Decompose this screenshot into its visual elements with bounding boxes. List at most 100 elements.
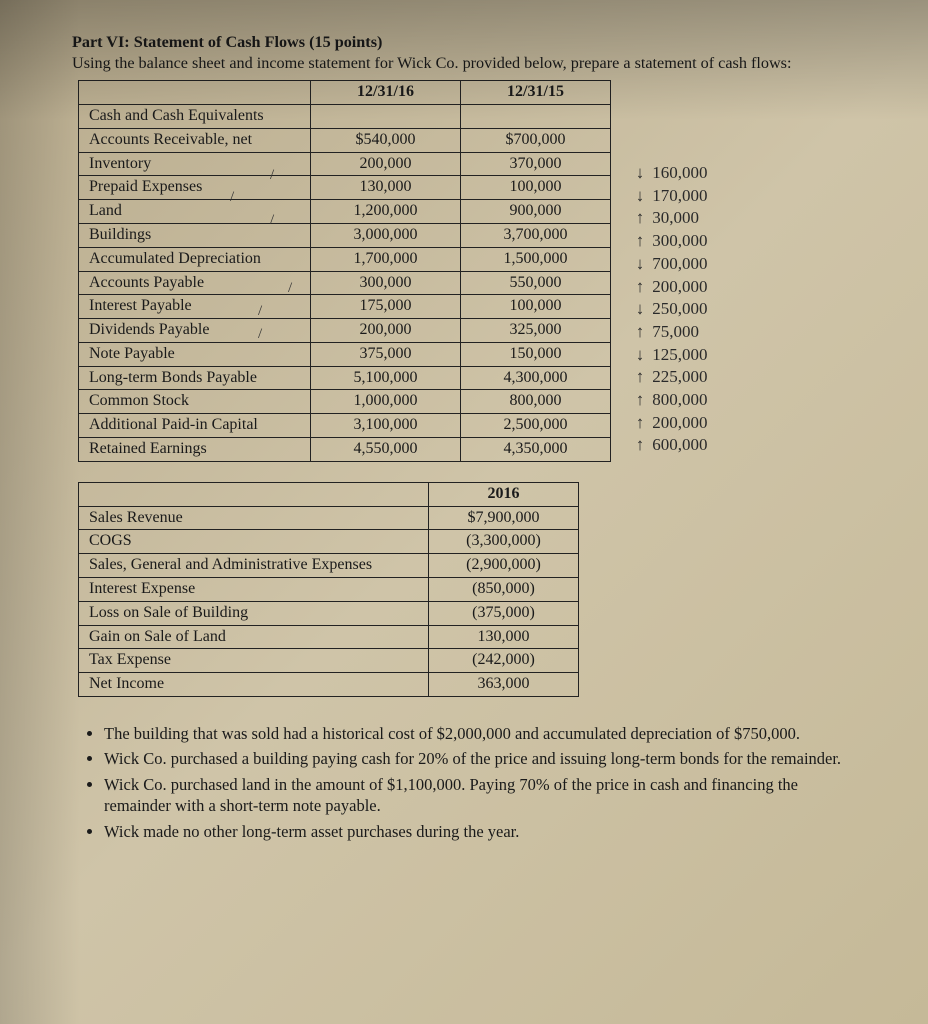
table-row: Cash and Cash Equivalents (79, 104, 611, 128)
bs-blank-header (79, 81, 311, 105)
bs-value-2015: 4,350,000 (461, 438, 611, 462)
intro-text: Using the balance sheet and income state… (72, 53, 878, 74)
handwritten-mark: / (288, 279, 292, 299)
bs-value-2016: 175,000 (311, 295, 461, 319)
is-value: (3,300,000) (429, 530, 579, 554)
bs-label: Dividends Payable (79, 319, 311, 343)
bs-value-2015: 370,000 (461, 152, 611, 176)
table-row: Additional Paid-in Capital3,100,0002,500… (79, 414, 611, 438)
handwritten-annotation: ↑ 200,000 (632, 412, 708, 434)
is-label: Interest Expense (79, 578, 429, 602)
is-value: (375,000) (429, 601, 579, 625)
handwritten-annotation: ↑ 75,000 (632, 321, 699, 343)
bs-value-2015: 100,000 (461, 295, 611, 319)
arrow-icon: ↑ (632, 321, 648, 343)
note-item: Wick made no other long-term asset purch… (104, 821, 858, 842)
bs-value-2015: 2,500,000 (461, 414, 611, 438)
bs-value-2016: 375,000 (311, 342, 461, 366)
arrow-icon: ↓ (632, 298, 648, 320)
handwritten-annotation: ↑ 30,000 (632, 207, 699, 229)
bs-label: Long-term Bonds Payable (79, 366, 311, 390)
arrow-icon: ↑ (632, 434, 648, 456)
bs-label: Buildings (79, 223, 311, 247)
bs-value-2016: 3,000,000 (311, 223, 461, 247)
bs-label: Retained Earnings (79, 438, 311, 462)
handwritten-mark: / (270, 211, 274, 231)
arrow-icon: ↓ (632, 253, 648, 275)
is-value: (242,000) (429, 649, 579, 673)
bs-value-2016: $540,000 (311, 128, 461, 152)
bs-value-2016: 1,000,000 (311, 390, 461, 414)
table-row: Interest Expense(850,000) (79, 578, 579, 602)
bs-value-2015: 100,000 (461, 176, 611, 200)
arrow-icon: ↑ (632, 412, 648, 434)
bs-label: Interest Payable (79, 295, 311, 319)
bs-value-2015: 150,000 (461, 342, 611, 366)
handwritten-annotation: ↑ 225,000 (632, 366, 708, 388)
note-item: Wick Co. purchased land in the amount of… (104, 774, 858, 817)
table-row: Tax Expense(242,000) (79, 649, 579, 673)
is-label: Tax Expense (79, 649, 429, 673)
bs-value-2016: 200,000 (311, 319, 461, 343)
is-label: Net Income (79, 673, 429, 697)
balance-sheet-table: 12/31/16 12/31/15 Cash and Cash Equivale… (78, 80, 611, 462)
arrow-icon: ↑ (632, 207, 648, 229)
table-row: Retained Earnings4,550,0004,350,000 (79, 438, 611, 462)
part-title: Part VI: Statement of Cash Flows (15 poi… (72, 32, 878, 53)
is-value: 130,000 (429, 625, 579, 649)
bs-label: Additional Paid-in Capital (79, 414, 311, 438)
bs-label: Accumulated Depreciation (79, 247, 311, 271)
table-row: Inventory200,000370,000 (79, 152, 611, 176)
notes-list: The building that was sold had a histori… (84, 723, 878, 842)
handwritten-annotation: ↓ 700,000 (632, 253, 708, 275)
worksheet-page: Part VI: Statement of Cash Flows (15 poi… (0, 0, 928, 1024)
handwritten-annotation: ↓ 160,000 (632, 162, 708, 184)
bs-value-2015: $700,000 (461, 128, 611, 152)
table-row: Sales, General and Administrative Expens… (79, 554, 579, 578)
handwritten-annotation: ↓ 125,000 (632, 344, 708, 366)
bs-value-2016: 4,550,000 (311, 438, 461, 462)
bs-value-2015: 1,500,000 (461, 247, 611, 271)
table-row: COGS(3,300,000) (79, 530, 579, 554)
table-row: Land1,200,000900,000 (79, 200, 611, 224)
bs-value-2016: 300,000 (311, 271, 461, 295)
is-year-header: 2016 (429, 482, 579, 506)
handwritten-mark: / (230, 188, 234, 208)
handwritten-annotation: ↑ 600,000 (632, 434, 708, 456)
table-row: Gain on Sale of Land130,000 (79, 625, 579, 649)
bs-value-2016: 1,700,000 (311, 247, 461, 271)
is-label: Sales, General and Administrative Expens… (79, 554, 429, 578)
handwritten-mark: / (270, 166, 274, 186)
arrow-icon: ↓ (632, 185, 648, 207)
income-statement-table: 2016 Sales Revenue$7,900,000COGS(3,300,0… (78, 482, 579, 697)
is-value: (850,000) (429, 578, 579, 602)
table-row: Dividends Payable200,000325,000 (79, 319, 611, 343)
note-item: Wick Co. purchased a building paying cas… (104, 748, 858, 769)
arrow-icon: ↑ (632, 366, 648, 388)
bs-label: Inventory (79, 152, 311, 176)
is-label: Sales Revenue (79, 506, 429, 530)
arrow-icon: ↓ (632, 162, 648, 184)
is-value: 363,000 (429, 673, 579, 697)
table-row: Accounts Receivable, net$540,000$700,000 (79, 128, 611, 152)
bs-label: Common Stock (79, 390, 311, 414)
bs-col-2016: 12/31/16 (311, 81, 461, 105)
bs-value-2016: 1,200,000 (311, 200, 461, 224)
bs-value-2015: 550,000 (461, 271, 611, 295)
bs-value-2015: 325,000 (461, 319, 611, 343)
bs-label: Land (79, 200, 311, 224)
is-label: Gain on Sale of Land (79, 625, 429, 649)
table-row: Interest Payable175,000100,000 (79, 295, 611, 319)
note-item: The building that was sold had a histori… (104, 723, 858, 744)
arrow-icon: ↑ (632, 276, 648, 298)
table-row: Common Stock1,000,000800,000 (79, 390, 611, 414)
bs-label: Accounts Payable (79, 271, 311, 295)
table-row: Long-term Bonds Payable5,100,0004,300,00… (79, 366, 611, 390)
bs-value-2015: 900,000 (461, 200, 611, 224)
bs-value-2016: 130,000 (311, 176, 461, 200)
handwritten-annotation: ↓ 250,000 (632, 298, 708, 320)
bs-value-2015: 4,300,000 (461, 366, 611, 390)
arrow-icon: ↓ (632, 344, 648, 366)
is-label: Loss on Sale of Building (79, 601, 429, 625)
arrow-icon: ↑ (632, 230, 648, 252)
